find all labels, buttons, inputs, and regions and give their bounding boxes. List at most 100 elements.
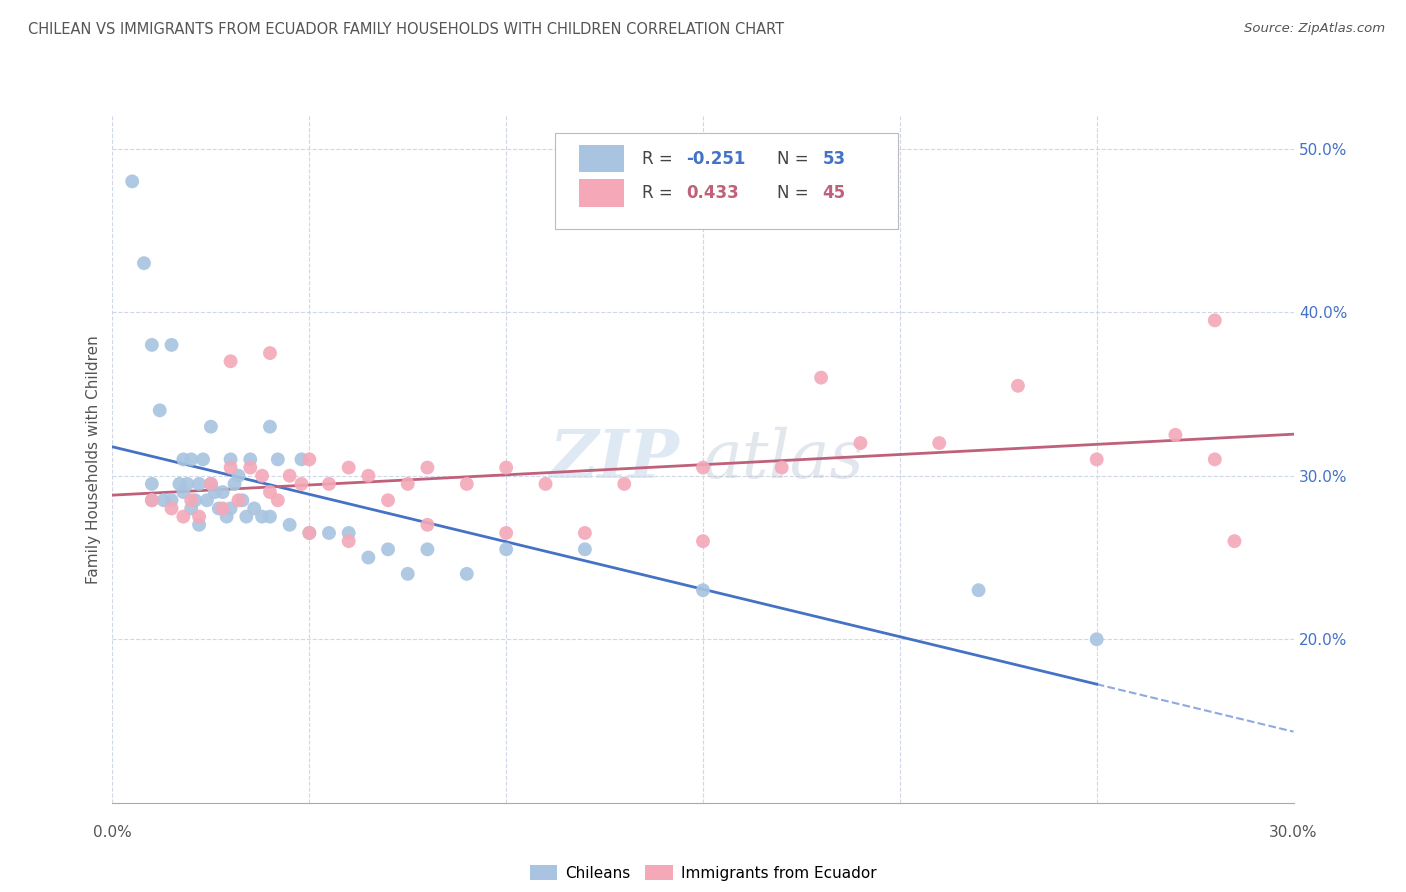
Text: 30.0%: 30.0% bbox=[1270, 825, 1317, 840]
Text: 0.0%: 0.0% bbox=[93, 825, 132, 840]
Point bbox=[191, 452, 214, 467]
Point bbox=[132, 256, 155, 270]
Point bbox=[169, 477, 191, 491]
Point bbox=[180, 493, 202, 508]
Point bbox=[180, 452, 202, 467]
Point bbox=[235, 509, 257, 524]
Point bbox=[692, 534, 714, 549]
Point bbox=[456, 566, 478, 581]
Point bbox=[928, 436, 950, 450]
Point bbox=[172, 485, 194, 500]
Point bbox=[574, 526, 596, 541]
Point bbox=[204, 485, 226, 500]
Text: -0.251: -0.251 bbox=[686, 150, 745, 168]
Point bbox=[337, 460, 360, 475]
Point bbox=[228, 468, 250, 483]
Point bbox=[172, 452, 194, 467]
Point bbox=[141, 493, 163, 508]
Point bbox=[267, 452, 290, 467]
Point bbox=[141, 493, 163, 508]
Point bbox=[290, 477, 312, 491]
Point bbox=[534, 477, 557, 491]
Point bbox=[298, 526, 321, 541]
Point bbox=[215, 509, 238, 524]
Point bbox=[1164, 428, 1187, 442]
Point bbox=[298, 452, 321, 467]
Point bbox=[1204, 313, 1226, 327]
Point bbox=[396, 566, 419, 581]
FancyBboxPatch shape bbox=[555, 133, 898, 229]
Point bbox=[149, 403, 172, 417]
Point bbox=[200, 419, 222, 434]
Point bbox=[243, 501, 266, 516]
Point bbox=[188, 509, 211, 524]
Point bbox=[219, 452, 242, 467]
Text: R =: R = bbox=[641, 150, 678, 168]
Point bbox=[219, 354, 242, 368]
Text: 0.433: 0.433 bbox=[686, 184, 740, 202]
Point bbox=[219, 501, 242, 516]
Text: 45: 45 bbox=[823, 184, 845, 202]
Point bbox=[337, 526, 360, 541]
Point bbox=[250, 468, 273, 483]
Point bbox=[184, 493, 207, 508]
Point bbox=[180, 501, 202, 516]
Point bbox=[357, 468, 380, 483]
Point bbox=[396, 477, 419, 491]
Point bbox=[160, 493, 183, 508]
Text: ZIP: ZIP bbox=[550, 427, 679, 491]
Point bbox=[188, 517, 211, 532]
Point bbox=[195, 493, 218, 508]
Point bbox=[208, 501, 231, 516]
Point bbox=[172, 509, 194, 524]
Text: N =: N = bbox=[778, 184, 814, 202]
Text: R =: R = bbox=[641, 184, 678, 202]
Point bbox=[416, 542, 439, 557]
Point bbox=[259, 485, 281, 500]
Point bbox=[357, 550, 380, 565]
Point bbox=[337, 534, 360, 549]
Point bbox=[290, 452, 312, 467]
Point bbox=[160, 501, 183, 516]
Point bbox=[967, 583, 990, 598]
Point bbox=[121, 174, 143, 188]
Point bbox=[1223, 534, 1246, 549]
Point bbox=[318, 477, 340, 491]
Point bbox=[1085, 452, 1108, 467]
Point bbox=[692, 583, 714, 598]
Point bbox=[318, 526, 340, 541]
Point bbox=[574, 542, 596, 557]
Point bbox=[810, 370, 832, 384]
Point bbox=[152, 493, 174, 508]
Text: CHILEAN VS IMMIGRANTS FROM ECUADOR FAMILY HOUSEHOLDS WITH CHILDREN CORRELATION C: CHILEAN VS IMMIGRANTS FROM ECUADOR FAMIL… bbox=[28, 22, 785, 37]
Point bbox=[176, 477, 198, 491]
Point bbox=[377, 542, 399, 557]
Point bbox=[239, 460, 262, 475]
Point bbox=[613, 477, 636, 491]
Point bbox=[495, 542, 517, 557]
Point bbox=[1204, 452, 1226, 467]
Point bbox=[211, 485, 233, 500]
Y-axis label: Family Households with Children: Family Households with Children bbox=[86, 335, 101, 583]
Point bbox=[278, 468, 301, 483]
Point bbox=[495, 460, 517, 475]
Point bbox=[211, 501, 233, 516]
Point bbox=[231, 493, 253, 508]
Point bbox=[377, 493, 399, 508]
Point bbox=[692, 460, 714, 475]
Point bbox=[1085, 632, 1108, 647]
Text: 53: 53 bbox=[823, 150, 845, 168]
Point bbox=[278, 517, 301, 532]
Point bbox=[259, 346, 281, 360]
Point bbox=[1007, 379, 1029, 393]
Point bbox=[188, 477, 211, 491]
Point bbox=[267, 493, 290, 508]
Point bbox=[141, 477, 163, 491]
Point bbox=[416, 517, 439, 532]
Point bbox=[239, 452, 262, 467]
Text: Source: ZipAtlas.com: Source: ZipAtlas.com bbox=[1244, 22, 1385, 36]
Legend: Chileans, Immigrants from Ecuador: Chileans, Immigrants from Ecuador bbox=[523, 858, 883, 887]
Text: N =: N = bbox=[778, 150, 814, 168]
Point bbox=[849, 436, 872, 450]
FancyBboxPatch shape bbox=[579, 179, 624, 207]
